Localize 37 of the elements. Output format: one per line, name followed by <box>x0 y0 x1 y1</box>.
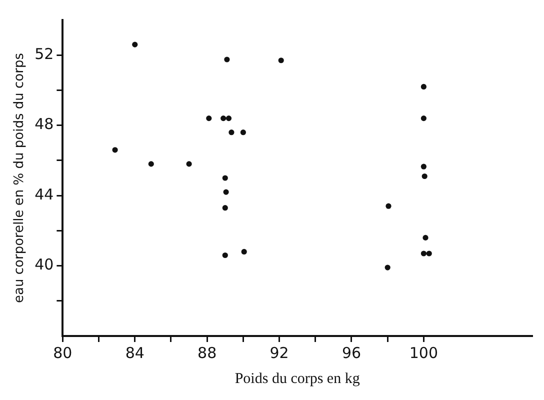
point <box>220 116 226 122</box>
point <box>420 116 426 122</box>
x-tick-label: 84 <box>125 344 144 362</box>
point <box>384 264 390 270</box>
x-tick-label: 80 <box>53 344 72 362</box>
point <box>228 130 234 136</box>
point <box>222 252 228 258</box>
point <box>386 203 392 209</box>
point <box>422 173 428 180</box>
point <box>112 147 118 153</box>
point <box>222 175 228 181</box>
point <box>241 248 247 255</box>
y-tick-label: 40 <box>34 256 54 274</box>
x-tick-label: 100 <box>409 344 438 362</box>
y-tick-label: 48 <box>34 115 54 134</box>
y-axis-title: eau corporelle en % du poids du corps <box>12 52 28 303</box>
x-tick-label: 96 <box>342 344 362 362</box>
x-tick-label: 88 <box>198 344 217 362</box>
point <box>422 234 428 240</box>
point <box>223 189 229 195</box>
point <box>148 161 154 167</box>
point <box>278 58 284 64</box>
point <box>240 130 246 136</box>
y-tick-label: 52 <box>34 45 54 63</box>
point <box>132 42 138 48</box>
x-tick-label: 92 <box>270 344 289 362</box>
point <box>420 84 426 90</box>
point <box>420 250 426 256</box>
point <box>420 164 426 170</box>
point <box>224 56 230 62</box>
point <box>186 161 192 167</box>
point <box>206 116 212 122</box>
x-axis-title: Poids du corps en kg <box>234 370 360 387</box>
y-tick-label: 44 <box>34 185 54 204</box>
point <box>226 116 232 122</box>
point <box>222 205 228 211</box>
point <box>426 250 432 256</box>
